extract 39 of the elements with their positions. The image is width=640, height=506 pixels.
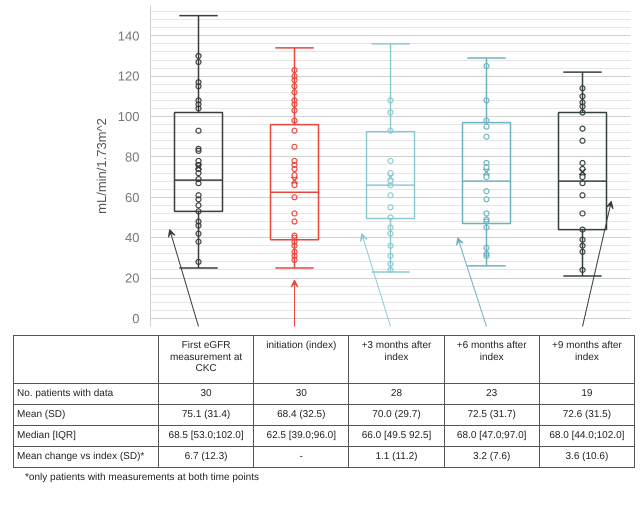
text: 23 (444, 384, 540, 404)
x-tick-label: +6 months after index (444, 336, 540, 384)
text: 30 (254, 384, 349, 404)
text: 75.1 (31.4) (158, 404, 254, 426)
text: 68.0 [44.0;102.0] (539, 426, 634, 446)
text: 72.5 (31.7) (444, 404, 540, 426)
y-tick-label: 20 (125, 270, 140, 286)
text: 3.2 (7.6) (444, 446, 540, 468)
y-tick-label: 120 (118, 68, 140, 84)
y-tick-label: 140 (118, 28, 140, 44)
text: 19 (539, 384, 634, 404)
text: Median [IQR] (14, 426, 158, 446)
text: 3.6 (10.6) (539, 446, 634, 468)
x-tick-label: First eGFR measurement at CKC (158, 336, 254, 384)
y-tick-label: 0 (132, 310, 140, 326)
y-tick-label: 60 (125, 190, 140, 205)
text: 28 (348, 384, 444, 404)
y-tick-label: 40 (125, 230, 140, 246)
text: 30 (158, 384, 254, 404)
text: Mean change vs index (SD)* (14, 446, 158, 468)
x-tick-label: +9 months after index (539, 336, 634, 384)
text: 62.5 [39.0;96.0] (254, 426, 349, 446)
text: 66.0 [49.5 92.5] (348, 426, 444, 446)
x-tick-label: initiation (index) (254, 336, 349, 384)
text: 6.7 (12.3) (158, 446, 254, 468)
text: No. patients with data (14, 384, 158, 404)
text: 68.0 [47.0;97.0] (444, 426, 540, 446)
y-axis-title: mL/min/1.73m^2 (94, 118, 109, 214)
text: 72.6 (31.5) (539, 404, 634, 426)
text: 68.4 (32.5) (254, 404, 349, 426)
y-tick-label: 80 (125, 149, 140, 164)
text: 70.0 (29.7) (348, 404, 444, 426)
text: *only patients with measurements at both time points (25, 471, 260, 485)
text: 1.1 (11.2) (348, 446, 444, 468)
x-tick-label: +3 months after index (348, 336, 444, 384)
text: Mean (SD) (14, 404, 158, 426)
y-tick-label: 100 (118, 109, 140, 124)
text: 68.5 [53.0;102.0] (158, 426, 254, 446)
text: - (254, 446, 349, 468)
